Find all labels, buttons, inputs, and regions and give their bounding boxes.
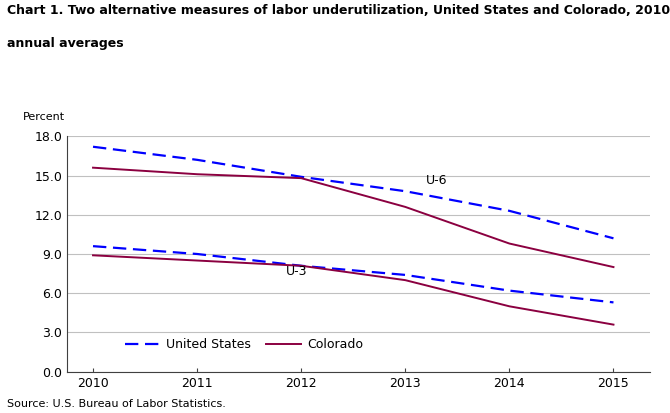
Text: annual averages: annual averages [7,37,123,50]
Text: U-3: U-3 [285,265,307,278]
Text: Percent: Percent [23,112,66,122]
Text: Source: U.S. Bureau of Labor Statistics.: Source: U.S. Bureau of Labor Statistics. [7,399,226,409]
Text: Chart 1. Two alternative measures of labor underutilization, United States and C: Chart 1. Two alternative measures of lab… [7,4,670,17]
Text: U-6: U-6 [426,174,448,188]
Legend: United States, Colorado: United States, Colorado [120,333,368,356]
